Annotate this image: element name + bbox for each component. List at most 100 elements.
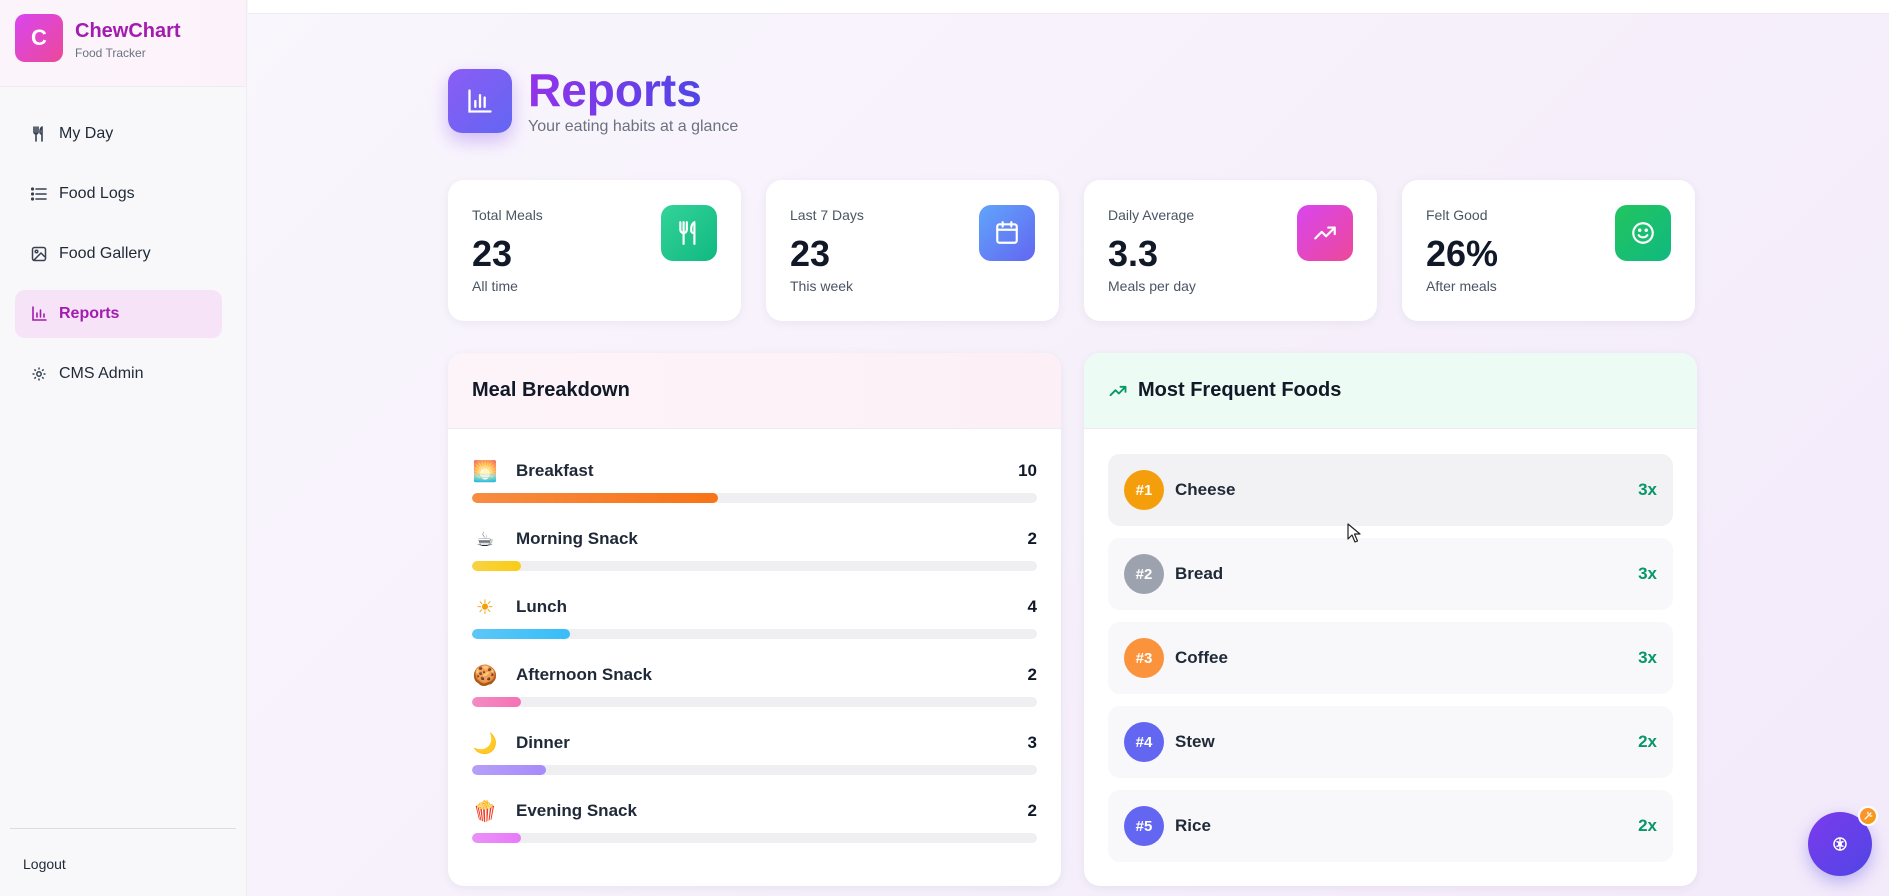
meal-count: 2	[1027, 665, 1037, 684]
stat-label: Daily Average	[1108, 207, 1195, 223]
panel-title: Meal Breakdown	[448, 353, 1061, 429]
progress-fill	[472, 629, 571, 639]
food-row-stew[interactable]: #4 Stew 2x	[1108, 706, 1673, 778]
stat-value: 23	[790, 233, 831, 274]
sidebar-item-label: Reports	[59, 305, 120, 322]
bar-chart-icon	[468, 89, 492, 113]
rank-badge: #2	[1124, 554, 1164, 594]
page-subtitle: Your eating habits at a glance	[528, 118, 739, 135]
food-name: Rice	[1175, 816, 1211, 835]
food-name: Bread	[1175, 564, 1224, 583]
brain-icon	[1833, 837, 1847, 851]
utensils-icon	[661, 205, 717, 261]
food-count: 2x	[1638, 816, 1657, 835]
stat-value: 3.3	[1108, 233, 1159, 274]
progress-fill	[472, 493, 718, 503]
stat-value: 23	[472, 233, 513, 274]
meal-label: Morning Snack	[516, 529, 638, 548]
app-name: ChewChart	[75, 20, 181, 42]
stat-label: Total Meals	[472, 207, 543, 223]
trending-up-icon	[1297, 205, 1353, 261]
panel-title: Most Frequent Foods	[1138, 379, 1342, 401]
moon-icon: 🌙	[472, 732, 498, 755]
meal-count: 2	[1027, 801, 1037, 820]
sidebar-item-label: My Day	[59, 125, 114, 142]
app-subtitle: Food Tracker	[75, 46, 146, 60]
meal-count: 3	[1027, 733, 1037, 752]
mouse-cursor-icon	[1347, 523, 1361, 548]
stat-sublabel: This week	[790, 278, 854, 294]
sidebar-item-food-logs[interactable]: Food Logs	[15, 170, 222, 218]
popcorn-icon: 🍿	[472, 800, 498, 823]
coffee-icon: ☕	[476, 528, 494, 551]
progress-fill	[472, 765, 546, 775]
rank-badge: #3	[1124, 638, 1164, 678]
stat-sublabel: All time	[472, 278, 518, 294]
meal-count: 2	[1027, 529, 1037, 548]
meal-label: Dinner	[516, 733, 570, 752]
progress-track	[472, 833, 1037, 843]
meal-label: Evening Snack	[516, 801, 637, 820]
progress-track	[472, 697, 1037, 707]
sidebar-item-food-gallery[interactable]: Food Gallery	[15, 230, 222, 278]
food-name: Stew	[1175, 732, 1215, 751]
sidebar-nav: My Day Food Logs Food Gallery Reports CM…	[15, 110, 222, 410]
food-count: 3x	[1638, 564, 1657, 583]
progress-track	[472, 493, 1037, 503]
food-row-cheese[interactable]: #1 Cheese 3x	[1108, 454, 1673, 526]
stat-value: 26%	[1426, 233, 1499, 274]
sidebar-item-label: Food Gallery	[59, 245, 151, 262]
stat-card-last-7-days: Last 7 Days 23 This week	[766, 180, 1059, 321]
progress-track	[472, 561, 1037, 571]
utensils-icon	[31, 126, 47, 142]
logout-link[interactable]: Logout	[23, 856, 66, 872]
frequent-foods-panel: Most Frequent Foods #1 Cheese 3x #2 Brea…	[1084, 353, 1697, 886]
meal-label: Afternoon Snack	[516, 665, 653, 684]
sidebar-item-reports[interactable]: Reports	[15, 290, 222, 338]
app-logo[interactable]: C	[15, 14, 63, 62]
meal-row-lunch: ☀ Lunch 4	[472, 594, 1037, 644]
progress-fill	[472, 561, 522, 571]
sunrise-icon: 🌅	[472, 460, 498, 483]
meal-breakdown-panel: Meal Breakdown 🌅 Breakfast 10 ☕ Morning …	[448, 353, 1061, 886]
sparkle-badge-icon	[1858, 806, 1878, 826]
panel-header: Most Frequent Foods	[1084, 353, 1697, 429]
meal-row-dinner: 🌙 Dinner 3	[472, 730, 1037, 780]
page-title: Reports	[528, 64, 702, 116]
brand: C ChewChart Food Tracker	[0, 0, 246, 87]
food-count: 3x	[1638, 648, 1657, 667]
meal-row-afternoon-snack: 🍪 Afternoon Snack 2	[472, 662, 1037, 712]
rank-badge: #4	[1124, 722, 1164, 762]
sun-icon: ☀	[476, 596, 494, 619]
top-bar	[248, 0, 1889, 14]
meal-count: 4	[1027, 597, 1037, 616]
food-count: 2x	[1638, 732, 1657, 751]
food-count: 3x	[1638, 480, 1657, 499]
stat-card-total-meals: Total Meals 23 All time	[448, 180, 741, 321]
meal-row-morning-snack: ☕ Morning Snack 2	[472, 526, 1037, 576]
stat-card-daily-average: Daily Average 3.3 Meals per day	[1084, 180, 1377, 321]
gear-icon	[31, 366, 47, 382]
sidebar-item-cms-admin[interactable]: CMS Admin	[15, 350, 222, 398]
meal-count: 10	[1018, 461, 1037, 480]
stat-label: Last 7 Days	[790, 207, 864, 223]
meal-row-breakfast: 🌅 Breakfast 10	[472, 458, 1037, 508]
meal-label: Lunch	[516, 597, 567, 616]
food-row-rice[interactable]: #5 Rice 2x	[1108, 790, 1673, 862]
sidebar-item-label: CMS Admin	[59, 365, 144, 382]
food-row-coffee[interactable]: #3 Coffee 3x	[1108, 622, 1673, 694]
logo-letter: C	[31, 25, 47, 50]
rank-badge: #1	[1124, 470, 1164, 510]
sidebar: C ChewChart Food Tracker My Day Food Log…	[0, 0, 247, 896]
image-icon	[31, 246, 47, 262]
progress-fill	[472, 833, 522, 843]
food-name: Cheese	[1175, 480, 1236, 499]
sidebar-divider	[10, 828, 236, 829]
sidebar-item-my-day[interactable]: My Day	[15, 110, 222, 158]
sidebar-item-label: Food Logs	[59, 185, 135, 202]
stat-sublabel: After meals	[1426, 278, 1497, 294]
food-row-bread[interactable]: #2 Bread 3x	[1108, 538, 1673, 610]
calendar-icon	[979, 205, 1035, 261]
meal-label: Breakfast	[516, 461, 594, 480]
stat-card-felt-good: Felt Good 26% After meals	[1402, 180, 1695, 321]
